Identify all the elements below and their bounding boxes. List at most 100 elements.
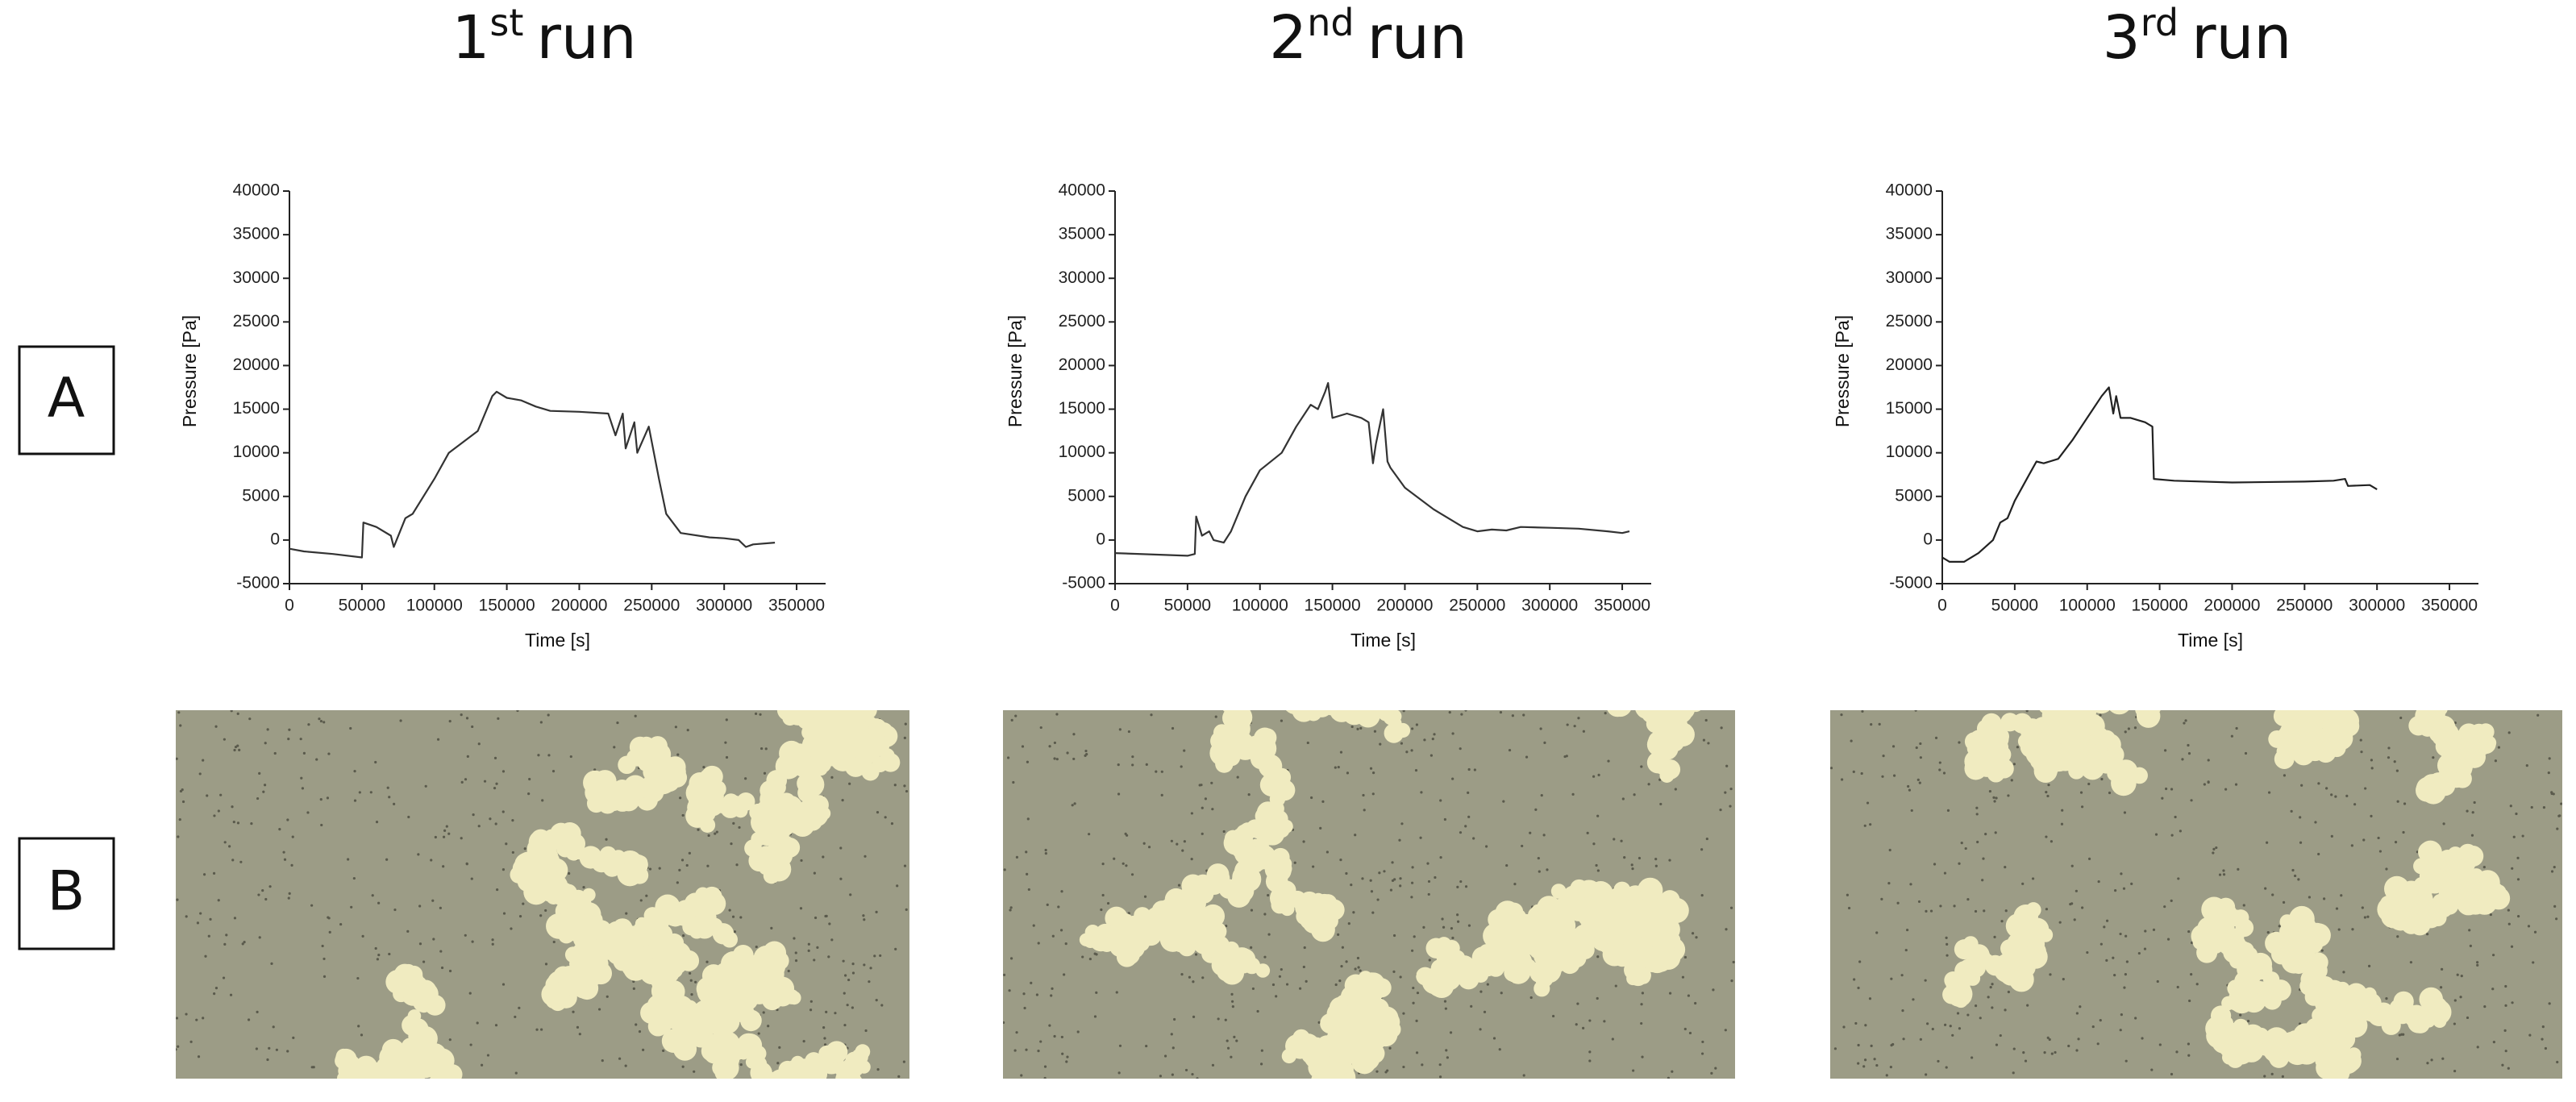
- pore: [2048, 631, 2068, 651]
- speck: [1729, 805, 1732, 808]
- speck: [360, 1033, 364, 1037]
- speck: [2533, 930, 2537, 934]
- pore: [2134, 684, 2154, 704]
- speck: [1931, 1027, 1934, 1031]
- speck: [2517, 914, 2520, 918]
- speck: [2527, 925, 2531, 928]
- x-tick-label: 50000: [339, 597, 385, 615]
- speck: [2442, 822, 2445, 825]
- speck: [2460, 975, 2463, 978]
- pore: [1550, 884, 1567, 899]
- speck: [1508, 748, 1512, 752]
- pore: [2270, 628, 2287, 645]
- speck: [1267, 893, 1270, 897]
- speck: [1445, 1049, 1448, 1052]
- pore: [2035, 642, 2061, 667]
- speck: [2378, 850, 2382, 853]
- pore: [1965, 658, 1983, 676]
- speck: [483, 780, 487, 783]
- ordinal-suffix: rd: [2141, 1, 2179, 44]
- speck: [843, 1023, 847, 1027]
- pore: [2099, 675, 2119, 695]
- speck: [2330, 793, 2333, 796]
- speck: [2024, 1059, 2028, 1062]
- speck: [1539, 727, 1542, 730]
- speck: [693, 1070, 696, 1073]
- speck: [2430, 1058, 2433, 1062]
- speck: [1983, 909, 1986, 913]
- pore: [821, 680, 845, 705]
- speck: [2120, 1013, 2123, 1017]
- pore: [789, 691, 808, 709]
- x-tick-label: 0: [1110, 597, 1120, 615]
- speck: [464, 934, 467, 937]
- speck: [2170, 899, 2173, 902]
- speck: [2385, 867, 2388, 871]
- speck: [648, 867, 652, 871]
- speck: [1302, 840, 1305, 843]
- pore: [2280, 655, 2303, 677]
- speck: [1621, 797, 1625, 801]
- speck: [1451, 936, 1454, 940]
- y-tick-label: -5000: [236, 574, 280, 593]
- speck: [847, 978, 851, 982]
- ordinal: 1: [452, 3, 489, 73]
- speck: [1176, 842, 1179, 846]
- speck: [1372, 771, 1375, 775]
- speck: [1066, 751, 1069, 755]
- pore: [428, 1082, 443, 1097]
- pore: [2041, 676, 2066, 701]
- speck: [1659, 802, 1663, 806]
- speck: [1596, 996, 1599, 1000]
- speck: [1730, 979, 1733, 983]
- speck: [256, 1010, 259, 1013]
- speck: [864, 855, 867, 858]
- y-tick-label: 30000: [1059, 268, 1105, 287]
- ordinal-suffix: nd: [1307, 1, 1354, 44]
- speck: [231, 805, 234, 809]
- pore: [1283, 678, 1299, 694]
- speck: [1633, 793, 1636, 796]
- speck: [2342, 971, 2345, 974]
- speck: [491, 942, 494, 946]
- speck: [903, 736, 906, 739]
- pore: [1963, 652, 1985, 674]
- speck: [2100, 942, 2103, 946]
- pore: [822, 693, 835, 707]
- speck: [1975, 806, 1979, 809]
- speck: [1399, 975, 1402, 979]
- speck: [291, 835, 294, 838]
- speck: [658, 867, 661, 870]
- speck: [1885, 1074, 1888, 1077]
- y-tick-label: 40000: [1886, 181, 1933, 200]
- pore: [1084, 925, 1101, 941]
- speck: [1010, 718, 1013, 721]
- speck: [2207, 780, 2210, 784]
- speck: [2079, 791, 2083, 794]
- speck: [1066, 1055, 1069, 1058]
- speck: [1378, 871, 1381, 875]
- speck: [680, 859, 685, 862]
- speck: [1861, 710, 1864, 713]
- speck: [2230, 734, 2233, 738]
- speck: [448, 969, 452, 973]
- speck: [1280, 719, 1284, 722]
- speck: [238, 748, 241, 751]
- speck: [1694, 1001, 1697, 1005]
- speck: [578, 1033, 581, 1036]
- speck: [2468, 929, 2471, 932]
- speck: [1125, 864, 1128, 867]
- speck: [439, 950, 443, 953]
- speck: [1484, 845, 1488, 848]
- speck: [1064, 942, 1067, 946]
- speck: [1640, 1021, 1643, 1025]
- pore: [1327, 685, 1341, 699]
- speck: [2556, 1060, 2559, 1064]
- speck: [816, 946, 819, 949]
- speck: [1356, 956, 1360, 960]
- pore: [2098, 692, 2112, 706]
- speck: [1623, 856, 1626, 859]
- speck: [2010, 779, 2013, 782]
- pore: [2297, 657, 2317, 677]
- speck: [839, 877, 843, 880]
